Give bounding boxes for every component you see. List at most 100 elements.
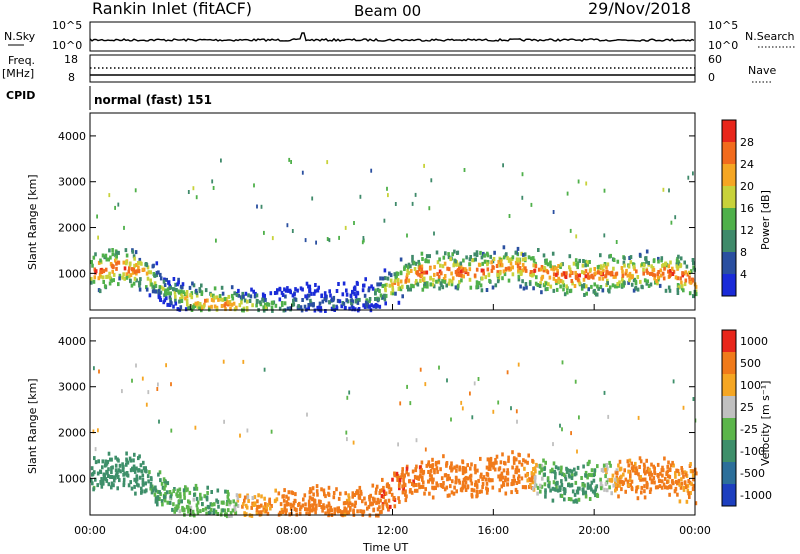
echo-cell	[559, 284, 562, 289]
echo-cell	[508, 214, 511, 218]
echo-cell	[686, 483, 690, 488]
echo-cell	[496, 270, 500, 275]
echo-cell	[159, 276, 163, 281]
echo-cell	[679, 256, 683, 261]
echo-cell	[515, 481, 519, 485]
echo-cell	[433, 468, 436, 473]
echo-cell	[657, 259, 660, 264]
echo-cell	[196, 304, 200, 309]
echo-cell	[378, 510, 382, 515]
echo-cell	[129, 279, 132, 284]
echo-cell	[402, 474, 406, 479]
echo-cell	[134, 188, 137, 193]
echo-cell	[511, 465, 514, 470]
echo-cell	[441, 279, 444, 284]
echo-cell	[304, 294, 307, 299]
echo-cell	[406, 265, 410, 270]
echo-cell	[550, 266, 553, 271]
echo-cell	[210, 293, 213, 298]
echo-cell	[447, 281, 451, 286]
echo-cell	[630, 466, 634, 471]
echo-cell	[526, 460, 529, 465]
echo-cell	[409, 488, 412, 492]
echo-cell	[374, 297, 377, 301]
echo-cell	[565, 284, 568, 289]
echo-cell	[511, 481, 514, 486]
echo-cell	[524, 473, 528, 478]
echo-cell	[649, 470, 652, 475]
echo-cell	[618, 280, 621, 285]
echo-cell	[161, 502, 164, 507]
echo-cell	[233, 291, 236, 296]
echo-cell	[571, 281, 574, 286]
echo-cell	[112, 483, 115, 488]
echo-cell	[544, 494, 547, 499]
echo-cell	[328, 300, 331, 305]
echo-cell	[228, 302, 231, 307]
echo-cell	[336, 509, 340, 514]
echo-cell	[285, 500, 289, 505]
echo-cell	[649, 476, 652, 481]
echo-cell	[358, 495, 362, 500]
echo-cell	[274, 488, 277, 493]
echo-cell	[223, 297, 227, 302]
echo-cell	[502, 480, 505, 485]
echo-cell	[692, 265, 695, 270]
echo-cell	[441, 285, 445, 290]
echo-cell	[487, 477, 490, 482]
echo-cell	[380, 488, 384, 493]
echo-cell	[343, 509, 346, 514]
echo-cell	[553, 487, 557, 492]
echo-cell	[546, 476, 550, 481]
echo-cell	[568, 265, 571, 270]
echo-cell	[147, 479, 150, 484]
echo-cell	[384, 491, 388, 496]
echo-cell	[600, 266, 604, 270]
echo-cell	[239, 433, 241, 438]
echo-cell	[335, 487, 338, 492]
echo-cell	[636, 496, 640, 501]
echo-cell	[374, 303, 378, 307]
echo-cell	[115, 266, 118, 271]
echo-cell	[93, 267, 97, 272]
echo-cell	[398, 486, 401, 491]
echo-cell	[495, 460, 498, 465]
echo-cell	[521, 195, 524, 200]
echo-cell	[456, 250, 460, 255]
echo-cell	[344, 225, 347, 230]
echo-cell	[344, 306, 347, 311]
echo-cell	[90, 478, 93, 483]
echo-cell	[488, 462, 492, 467]
echo-cell	[137, 269, 141, 274]
echo-cell	[377, 282, 380, 287]
echo-cell	[121, 275, 124, 280]
echo-cell	[333, 507, 337, 512]
echo-cell	[653, 276, 656, 281]
echo-cell	[668, 188, 670, 193]
echo-cell	[436, 469, 439, 474]
echo-cell	[274, 498, 277, 503]
echo-cell	[304, 238, 307, 243]
echo-cell	[407, 278, 411, 283]
echo-cell	[283, 507, 286, 512]
echo-cell	[479, 456, 482, 461]
echo-cell	[449, 484, 452, 489]
echo-cell	[608, 460, 611, 465]
echo-cell	[507, 455, 510, 460]
echo-cell	[562, 271, 566, 276]
echo-cell	[586, 475, 589, 480]
echo-cell	[215, 295, 219, 300]
echo-cell	[355, 490, 358, 495]
echo-cell	[470, 462, 473, 467]
echo-cell	[321, 508, 324, 513]
echo-cell	[424, 284, 427, 289]
echo-cell	[125, 451, 128, 456]
echo-cell	[677, 481, 680, 485]
echo-cell	[562, 287, 565, 292]
echo-cell	[605, 270, 608, 275]
echo-cell	[398, 475, 402, 480]
echo-cell	[495, 264, 499, 268]
echo-cell	[517, 268, 520, 273]
echo-cell	[676, 492, 679, 497]
echo-cell	[135, 278, 138, 283]
